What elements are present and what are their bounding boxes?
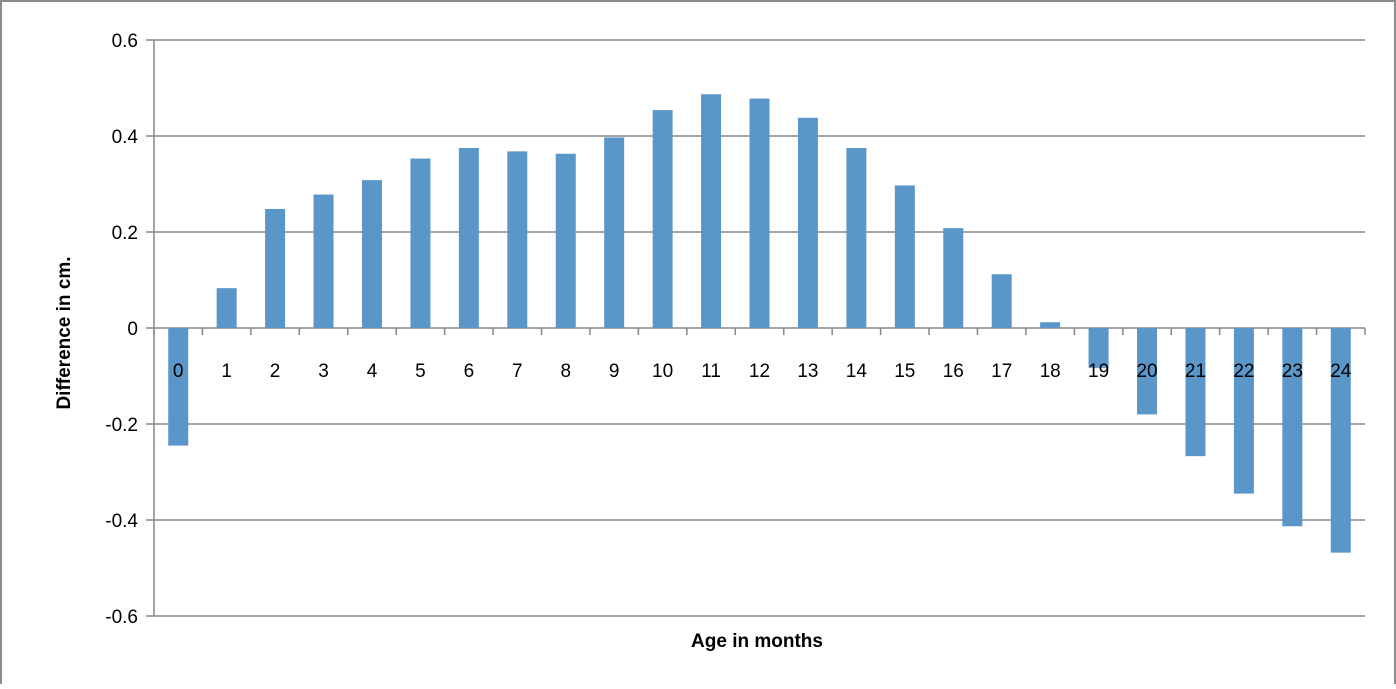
bar-4 [361,180,382,328]
x-tick-label: 3 [318,361,329,382]
x-tick-label: 0 [173,361,184,382]
y-tick-label: -0.2 [105,415,138,436]
x-tick-label: 15 [894,361,915,382]
y-tick-label: -0.4 [105,511,138,532]
bar-13 [797,117,818,328]
bar-22 [1233,328,1254,494]
x-tick-label: 20 [1136,361,1157,382]
bar-6 [458,148,479,328]
bar-19 [1088,328,1109,368]
x-tick-label: 21 [1185,361,1206,382]
y-tick-label: 0.2 [112,223,138,244]
bar-1 [216,288,237,328]
x-tick-label: 6 [464,361,475,382]
x-tick-label: 4 [367,361,378,382]
bar-3 [313,194,334,328]
x-tick-label: 7 [512,361,523,382]
y-tick-label: 0.4 [112,127,139,148]
bar-24 [1330,328,1351,553]
x-tick-label: 14 [846,361,868,382]
x-tick-label: 10 [652,361,673,382]
bar-17 [991,274,1012,328]
y-tick-labels: -0.6 -0.4 -0.2 0 0.2 0.4 0.6 [105,31,138,628]
bar-18 [1040,322,1061,328]
bar-20 [1137,328,1158,415]
x-tick-label: 24 [1330,361,1352,382]
bar-2 [265,208,286,328]
x-tick-label: 13 [797,361,818,382]
x-tick-label: 5 [415,361,426,382]
x-tick-label: 23 [1282,361,1303,382]
y-tick-label: -0.6 [105,607,138,628]
x-tick-label: 11 [701,361,721,382]
x-tick-label: 22 [1233,361,1254,382]
bar-12 [749,98,770,328]
bar-15 [894,185,915,328]
bar-8 [555,153,576,328]
bars [168,94,1351,553]
bar-16 [943,228,964,328]
bar-21 [1185,328,1206,457]
x-tick-labels: 0 1 2 3 4 5 6 7 8 9 10 11 12 13 14 15 16 17 18 19 20 21 22 23 24 [173,361,1352,382]
x-tick-label: 18 [1040,361,1061,382]
x-tick-label: 1 [221,361,232,382]
bar-11 [701,94,722,329]
bar-0 [168,328,189,446]
bar-5 [410,158,431,328]
y-tick-label: 0.6 [112,31,138,52]
x-tick-label: 2 [270,361,281,382]
x-tick-label: 16 [943,361,964,382]
x-axis-title: Age in months [691,631,823,652]
x-tick-label: 17 [991,361,1012,382]
x-tick-label: 9 [609,361,620,382]
bar-7 [507,151,528,328]
bar-14 [846,148,867,328]
x-tick-label: 12 [749,361,770,382]
x-tick-label: 8 [560,361,571,382]
bar-9 [604,137,625,328]
bar-10 [652,110,673,328]
bar-23 [1282,328,1303,527]
y-axis-title: Difference in cm. [54,256,75,409]
y-tick-label: 0 [127,319,138,340]
x-tick-label: 19 [1088,361,1109,382]
